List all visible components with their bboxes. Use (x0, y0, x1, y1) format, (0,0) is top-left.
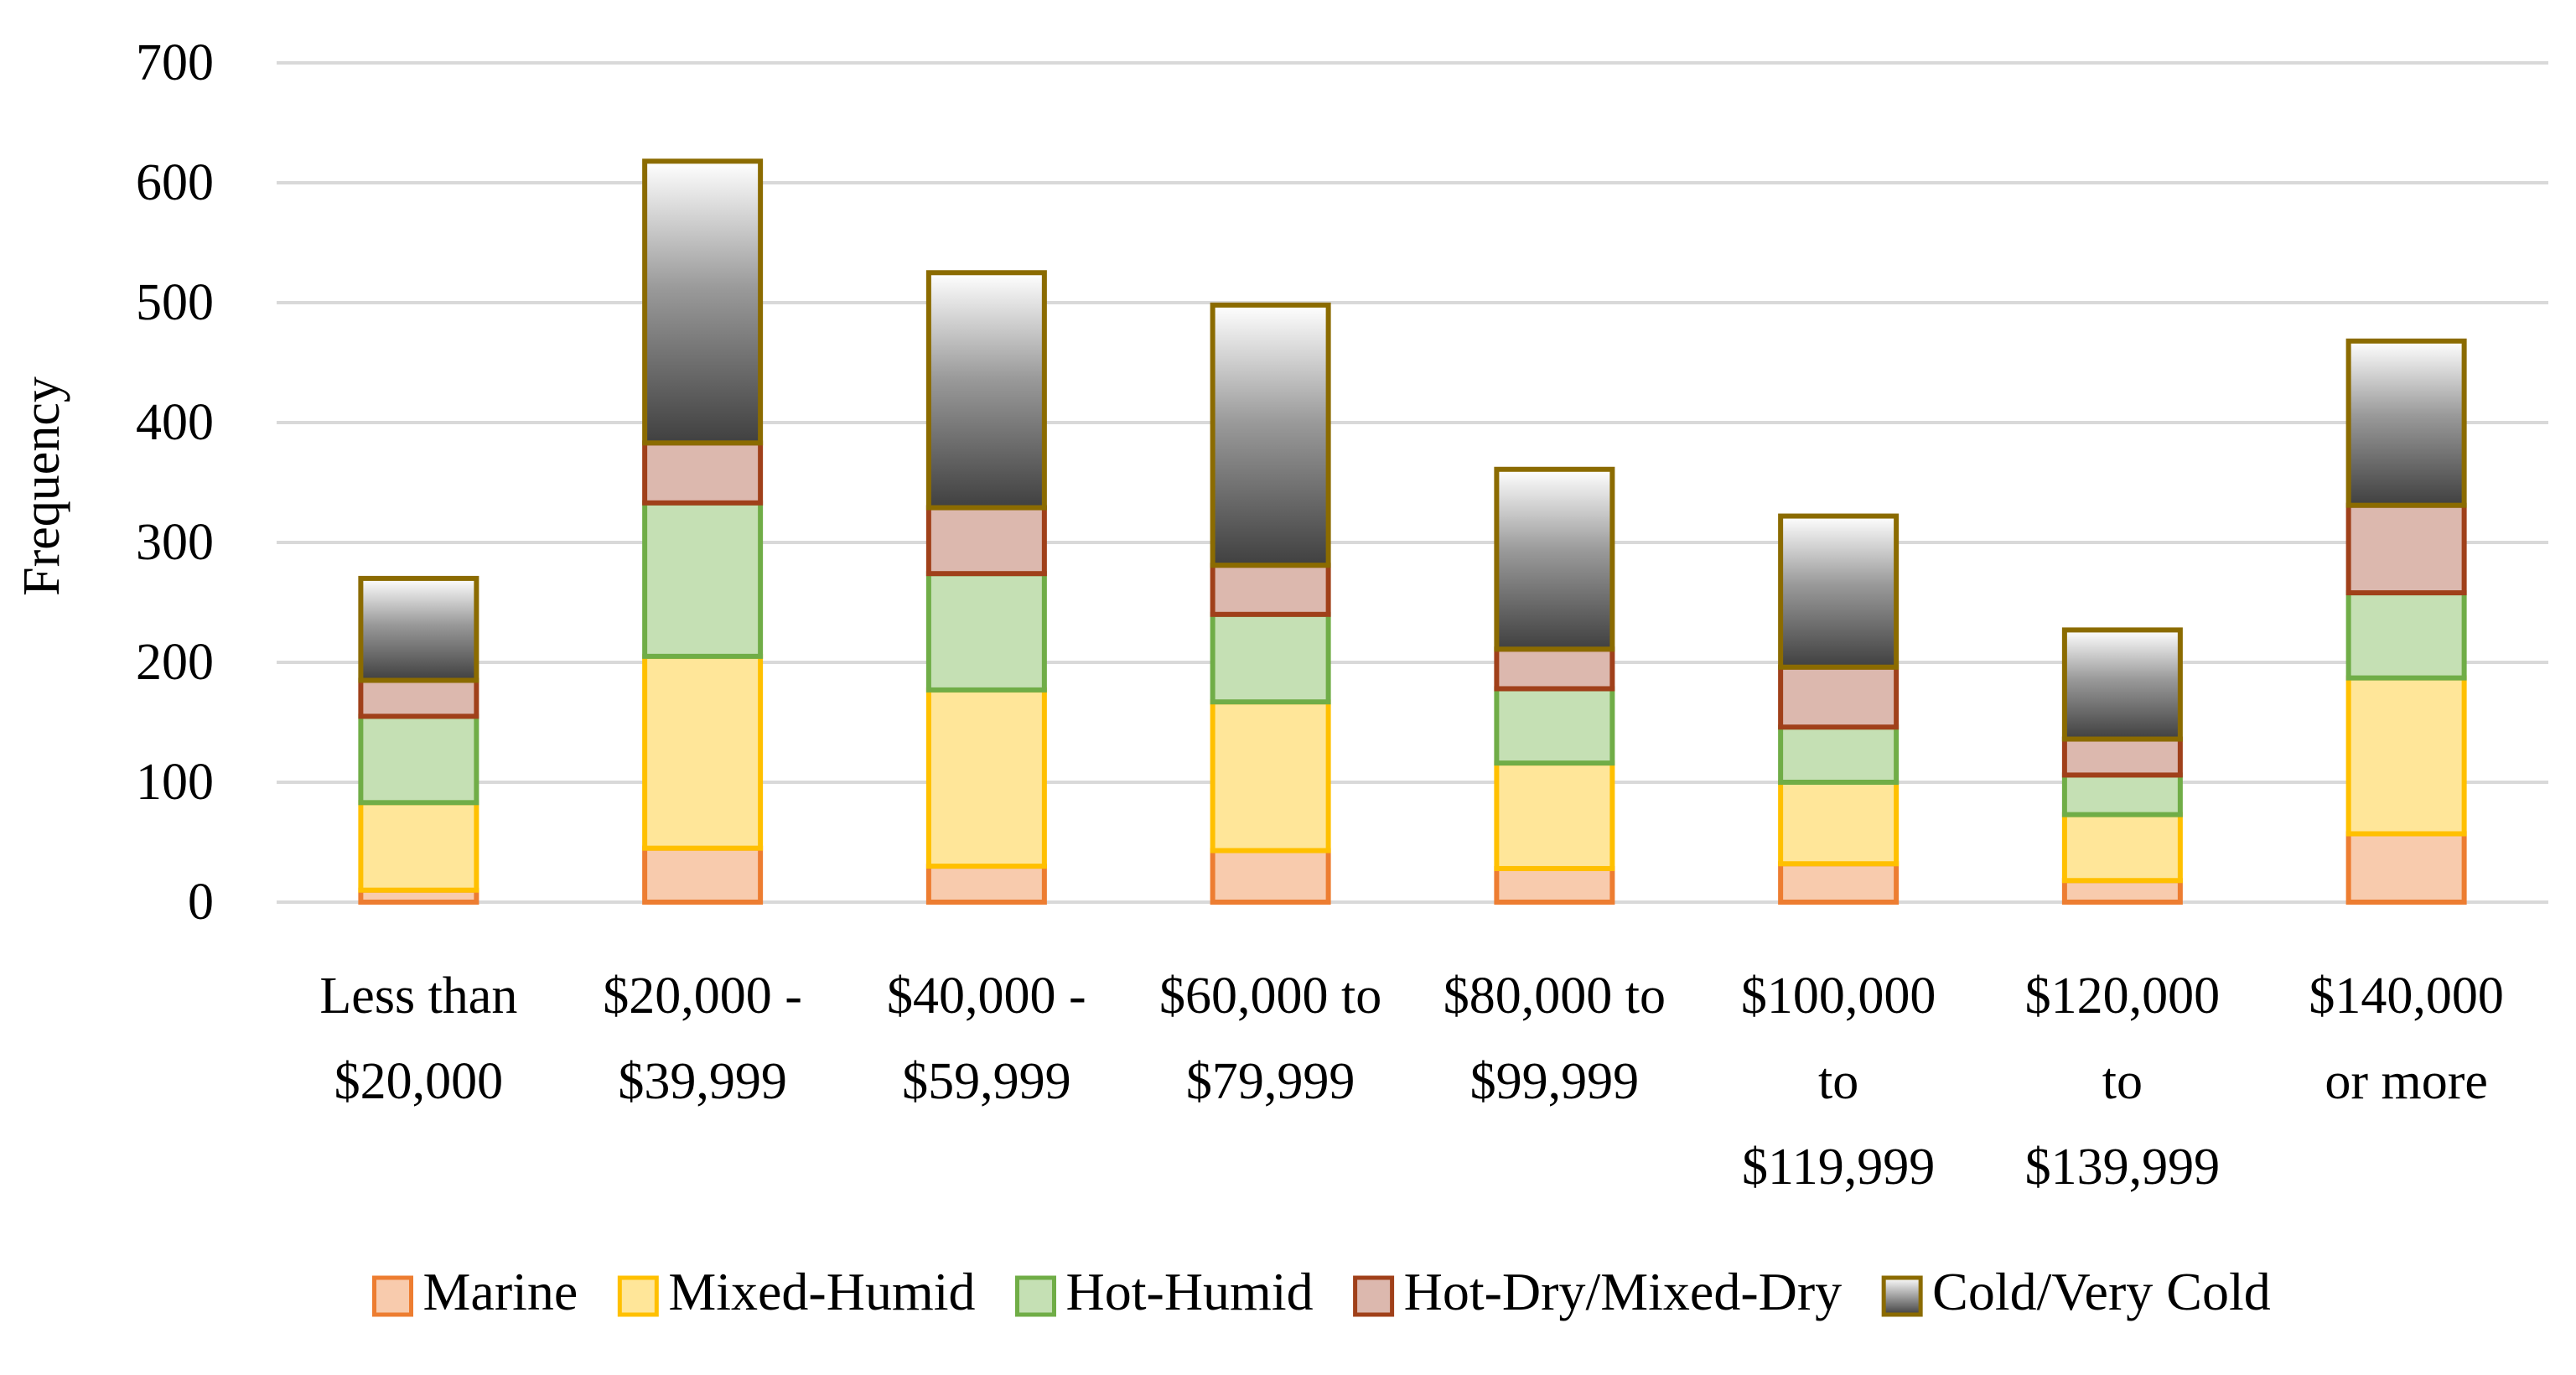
x-category-label: $140,000 (2309, 968, 2504, 1025)
bars (358, 158, 2467, 905)
bar-segment-cold-very-cold (1778, 513, 1900, 670)
legend-label: Marine (423, 1262, 578, 1321)
x-category-label: Less than (319, 968, 517, 1025)
x-category-label: $120,000 (2025, 968, 2221, 1025)
bar-segment-marine (1494, 865, 1615, 905)
y-tick-label: 500 (136, 274, 214, 331)
bar-segment-hot-humid (2345, 590, 2467, 681)
y-tick-label: 200 (136, 634, 214, 691)
legend-label: Mixed-Humid (668, 1262, 975, 1321)
x-category-label: or more (2325, 1053, 2488, 1110)
gridlines (277, 61, 2548, 904)
y-tick-label: 700 (136, 34, 214, 91)
bar-segment-hot-humid (642, 500, 764, 659)
bar-segment-hot-humid (1210, 611, 1331, 705)
bar-segment-hot-dry-mixed-dry (2345, 502, 2467, 596)
x-category-label: $99,999 (1470, 1053, 1640, 1110)
bar-segment-mixed-humid (2061, 812, 2183, 884)
legend-item: Cold/Very Cold (1881, 1262, 2271, 1321)
legend-item: Hot-Humid (1015, 1262, 1314, 1321)
x-category-label: $20,000 - (603, 968, 802, 1025)
y-axis-title: Frequency (13, 376, 70, 596)
bar-segment-mixed-humid (1494, 760, 1615, 871)
x-category-label: to (1818, 1053, 1858, 1110)
bar-segment-marine (642, 845, 764, 905)
x-category-label: $79,999 (1186, 1053, 1355, 1110)
bar-segment-marine (1778, 861, 1900, 905)
x-category-label: $59,999 (902, 1053, 1071, 1110)
legend-swatch (617, 1275, 659, 1317)
bar-segment-mixed-humid (2345, 675, 2467, 837)
bar-segment-hot-humid (358, 713, 479, 806)
bar-segment-hot-dry-mixed-dry (358, 677, 479, 719)
y-tick-label: 600 (136, 154, 214, 211)
bar-segment-hot-dry-mixed-dry (1778, 664, 1900, 730)
bar-segment-cold-very-cold (2061, 627, 2183, 742)
legend-swatch (1353, 1275, 1395, 1317)
legend-item: Hot-Dry/Mixed-Dry (1353, 1262, 1843, 1321)
bar-segment-hot-humid (1778, 724, 1900, 785)
x-category-label: $40,000 - (887, 968, 1086, 1025)
bar-segment-hot-dry-mixed-dry (1210, 563, 1331, 617)
bar-segment-mixed-humid (1778, 780, 1900, 867)
bar-segment-mixed-humid (358, 800, 479, 893)
bar-segment-hot-dry-mixed-dry (642, 440, 764, 506)
bar-segment-hot-humid (1494, 686, 1615, 766)
legend-swatch (1881, 1275, 1923, 1317)
bar-segment-marine (925, 864, 1047, 905)
y-tick-label: 300 (136, 514, 214, 571)
legend-item: Marine (372, 1262, 578, 1321)
bar-segment-hot-dry-mixed-dry (2061, 736, 2183, 778)
y-axis-ticks: 0 100 200 300 400 500 600 700 (136, 34, 214, 931)
x-axis-categories: Less than $20,000 $20,000 - $39,999 $40,000 … (319, 968, 2503, 1196)
bar-segment-mixed-humid (925, 687, 1047, 869)
bar-segment-marine (2061, 878, 2183, 905)
legend-swatch (372, 1275, 413, 1317)
y-tick-label: 400 (136, 394, 214, 451)
bar-segment-hot-dry-mixed-dry (925, 505, 1047, 577)
y-tick-label: 100 (136, 754, 214, 811)
legend-label: Hot-Dry/Mixed-Dry (1404, 1262, 1843, 1321)
x-category-label: $39,999 (618, 1053, 787, 1110)
legend-label: Hot-Humid (1066, 1262, 1314, 1321)
bar-segment-cold-very-cold (358, 575, 479, 683)
bar-segment-hot-humid (925, 571, 1047, 693)
bar-segment-marine (1210, 848, 1331, 905)
x-category-label: $60,000 to (1159, 968, 1381, 1025)
legend-label: Cold/Very Cold (1932, 1262, 2271, 1321)
x-category-label: $20,000 (334, 1053, 504, 1110)
x-category-label: $119,999 (1742, 1139, 1935, 1196)
bar-segment-cold-very-cold (925, 270, 1047, 511)
bar-segment-cold-very-cold (1494, 466, 1615, 652)
bar-segment-mixed-humid (642, 653, 764, 851)
legend-item: Mixed-Humid (617, 1262, 976, 1321)
bar-segment-marine (2345, 831, 2467, 905)
bar-segment-cold-very-cold (1210, 302, 1331, 568)
x-category-label: $80,000 to (1443, 968, 1666, 1025)
x-category-label: to (2102, 1053, 2143, 1110)
x-category-label: $100,000 (1741, 968, 1936, 1025)
bar-segment-mixed-humid (1210, 699, 1331, 854)
legend: Marine Mixed-Humid Hot-Humid Hot-Dry/Mixed-… (372, 1262, 2271, 1321)
x-category-label: $139,999 (2025, 1139, 2221, 1196)
bar-segment-hot-humid (2061, 772, 2183, 817)
y-tick-label: 0 (188, 874, 214, 931)
bar-segment-cold-very-cold (642, 158, 764, 446)
bar-segment-cold-very-cold (2345, 338, 2467, 508)
legend-swatch (1015, 1275, 1056, 1317)
bar-segment-hot-dry-mixed-dry (1494, 646, 1615, 692)
